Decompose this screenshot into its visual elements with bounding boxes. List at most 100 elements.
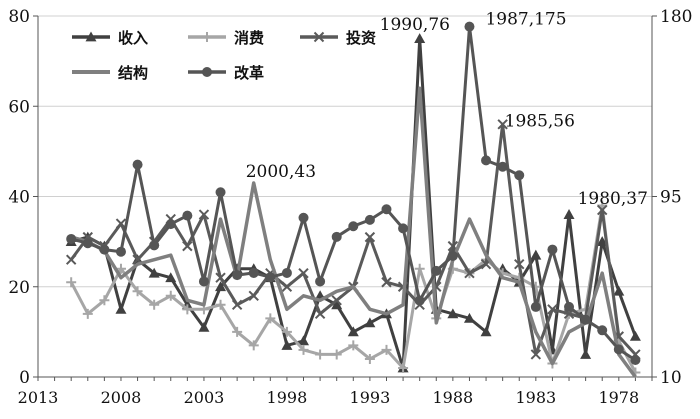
data-point	[198, 276, 209, 287]
data-point	[547, 244, 558, 255]
legend-label: 结构	[118, 64, 148, 82]
data-point	[232, 270, 243, 281]
data-point	[231, 299, 243, 311]
data-point	[514, 258, 525, 270]
data-point	[265, 313, 276, 324]
data-point	[314, 308, 326, 320]
data-point	[381, 344, 392, 355]
data-point	[281, 339, 293, 350]
data-point	[215, 272, 226, 283]
data-point	[298, 344, 309, 355]
data-point	[431, 265, 442, 276]
data-point	[298, 268, 309, 279]
y-tick-label-right: 10	[660, 368, 682, 388]
data-point	[165, 272, 177, 283]
data-point	[414, 295, 425, 306]
data-point	[66, 277, 77, 288]
data-label: 1990,76	[380, 15, 450, 35]
data-point	[364, 317, 376, 328]
data-point	[414, 33, 426, 43]
data-point	[202, 32, 212, 42]
data-point	[115, 218, 127, 229]
data-point	[148, 267, 160, 278]
y-tick-label-left: 40	[8, 188, 30, 208]
data-point	[347, 326, 359, 337]
data-point	[165, 290, 176, 301]
data-label: 2000,43	[246, 162, 316, 182]
legend-label: 投资	[346, 29, 376, 47]
data-point	[547, 304, 558, 315]
data-point	[149, 240, 160, 251]
series-0	[65, 33, 641, 373]
x-tick-label: 1988	[433, 388, 474, 407]
data-point	[248, 340, 259, 351]
data-point	[398, 223, 409, 234]
data-point	[580, 314, 591, 325]
data-point	[629, 330, 641, 341]
x-tick-label: 1998	[267, 388, 308, 407]
data-point	[115, 263, 126, 274]
data-point	[398, 362, 409, 373]
data-point	[497, 119, 508, 130]
data-point	[115, 246, 126, 257]
data-point	[85, 31, 97, 42]
x-tick-label: 1978	[598, 388, 639, 407]
data-point	[248, 267, 259, 278]
data-point	[497, 161, 508, 172]
data-point	[281, 326, 292, 337]
data-point	[630, 355, 641, 366]
data-point	[215, 187, 226, 198]
series-line	[70, 86, 637, 379]
data-point	[463, 312, 475, 323]
data-point	[298, 335, 310, 346]
legend-item-0: 收入	[72, 29, 148, 47]
data-point	[232, 326, 243, 337]
data-point	[248, 290, 259, 301]
data-point	[464, 21, 475, 32]
data-point	[149, 299, 160, 310]
data-point	[298, 212, 309, 223]
data-point	[215, 281, 227, 292]
series-line	[70, 37, 637, 370]
series-3	[70, 86, 637, 379]
y-tick-label-left: 60	[8, 97, 30, 117]
data-label: 1987,175	[485, 10, 566, 30]
grid-layer	[38, 15, 652, 288]
data-point	[481, 155, 492, 166]
x-tick-label: 1983	[515, 388, 556, 407]
data-point	[65, 254, 77, 265]
data-point	[281, 281, 293, 292]
legend-label: 消费	[234, 29, 264, 47]
data-point	[182, 304, 193, 315]
data-point	[82, 308, 93, 319]
series-layer	[65, 21, 641, 379]
data-point	[165, 219, 176, 230]
data-point	[281, 267, 292, 278]
legend-item-2: 投资	[300, 29, 376, 47]
x-tick-label: 2003	[184, 388, 225, 407]
data-point	[82, 238, 93, 249]
data-point	[132, 286, 143, 297]
legend-item-3: 结构	[72, 64, 148, 82]
data-point	[265, 272, 276, 283]
data-point	[132, 159, 143, 170]
y-tick-label-left: 80	[8, 7, 30, 27]
data-point	[530, 301, 541, 312]
data-point	[182, 210, 193, 221]
data-point	[563, 209, 575, 219]
data-point	[564, 301, 575, 312]
data-point	[331, 231, 342, 242]
data-point	[381, 204, 392, 215]
data-point	[348, 340, 359, 351]
data-point	[313, 31, 325, 43]
series-1	[66, 200, 641, 378]
data-label: 1980,37	[578, 189, 648, 209]
data-point	[182, 240, 193, 252]
data-point	[613, 285, 625, 296]
y-tick-label-right: 95	[660, 188, 682, 208]
data-point	[99, 244, 110, 255]
data-point	[597, 325, 608, 336]
data-point	[447, 250, 458, 261]
